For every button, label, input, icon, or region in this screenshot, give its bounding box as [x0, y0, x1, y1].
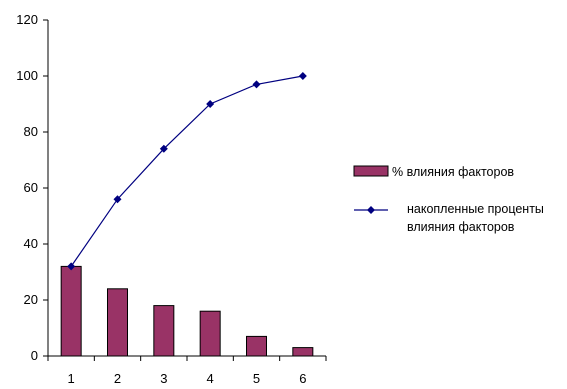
bar	[246, 335, 267, 357]
x-tick-label: 4	[207, 371, 214, 386]
line-point	[159, 144, 168, 153]
x-axis-ticks: 1 2 3 4 5 6	[47, 356, 327, 386]
y-tick-label: 0	[31, 348, 38, 363]
x-tick-label: 6	[299, 371, 306, 386]
line-point	[298, 72, 307, 80]
y-tick-label: 80	[24, 124, 38, 139]
cumulative-line	[70, 75, 303, 267]
line-point	[113, 195, 122, 204]
line-point	[206, 100, 215, 108]
legend: % влияния факторов накопленные проценты …	[353, 165, 544, 234]
bar	[60, 265, 82, 357]
y-tick-label: 120	[16, 12, 38, 27]
legend-line-marker	[367, 206, 375, 214]
bar	[153, 305, 175, 357]
bar	[199, 310, 221, 357]
x-tick-label: 2	[114, 371, 121, 386]
bar-series	[60, 265, 314, 357]
bar	[292, 347, 314, 357]
legend-line-label-2: влияния факторов	[407, 220, 515, 234]
cumulative-line-series	[67, 72, 307, 271]
y-tick-label: 40	[24, 236, 38, 251]
legend-bar-swatch	[353, 165, 389, 177]
y-tick-label: 100	[16, 68, 38, 83]
x-tick-label: 5	[253, 371, 260, 386]
legend-bar-label: % влияния факторов	[392, 165, 514, 179]
y-axis: 0 20 40 60 80 100 120	[16, 12, 49, 363]
y-tick-label: 20	[24, 292, 38, 307]
bar	[107, 288, 128, 357]
x-tick-label: 1	[68, 371, 75, 386]
y-tick-label: 60	[24, 180, 38, 195]
line-point	[67, 262, 76, 271]
y-axis-ticks: 0 20 40 60 80 100 120	[16, 12, 48, 363]
x-tick-label: 3	[160, 371, 167, 386]
legend-line-label-1: накопленные проценты	[407, 202, 544, 216]
line-point	[252, 80, 261, 89]
x-axis: 1 2 3 4 5 6	[47, 355, 327, 386]
